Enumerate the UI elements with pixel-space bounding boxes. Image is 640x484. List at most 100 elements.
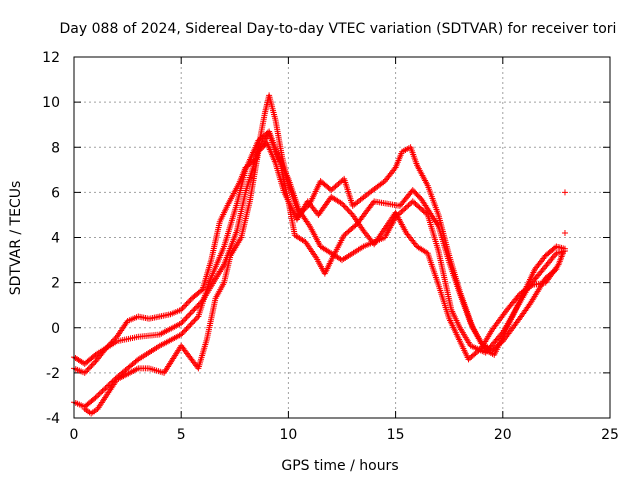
y-axis-label: SDTVAR / TECUs [8,181,24,296]
y-tick-label: 2 [51,276,60,292]
y-tick-label: 6 [51,185,60,201]
data-point-marker [191,317,198,324]
data-point-marker [471,351,478,358]
data-point-marker [336,179,343,186]
data-point-marker [179,318,186,325]
data-point-marker [469,352,476,359]
data-point-marker [178,306,185,313]
y-tick-label: -4 [46,411,60,427]
data-point-marker [187,310,194,317]
data-point-marker [182,316,189,323]
data-point-marker [328,187,335,194]
data-point-marker [183,314,190,321]
data-point-marker [349,224,356,231]
data-point-marker [515,292,522,299]
data-point-marker [190,319,197,326]
data-point-marker [190,307,197,314]
data-point-marker [95,391,102,398]
data-point-marker [192,304,199,311]
data-point-marker [186,298,193,305]
data-point-marker [105,382,112,389]
data-point-marker [466,355,473,362]
data-point-marker [333,182,340,189]
data-point-marker [109,338,116,345]
data-point-marker [92,394,99,401]
series-trace-4 [81,139,566,417]
data-point-marker [111,336,118,343]
data-point-marker [184,299,191,306]
data-point-marker [474,348,481,355]
data-point-marker [561,229,568,236]
x-tick-label: 0 [70,427,79,443]
data-point-marker [108,339,115,346]
data-point-marker [335,180,342,187]
data-point-marker [406,201,413,208]
data-point-marker [83,368,90,375]
data-point-marker [183,301,190,308]
data-point-marker [341,232,348,239]
y-tick-label: 0 [51,321,60,337]
data-point-marker [332,183,339,190]
data-point-marker [186,311,193,318]
data-point-marker [465,356,472,363]
plot-frame [73,56,611,419]
data-point-marker [472,350,479,357]
series-outliers [561,189,568,236]
data-point-marker [96,390,103,397]
data-point-marker [194,314,201,321]
data-point-marker [401,206,408,213]
data-point-marker [99,387,106,394]
data-point-marker [91,360,98,367]
data-point-marker [103,345,110,352]
data-point-marker [561,189,568,196]
data-point-marker [188,320,195,327]
data-point-marker [346,227,353,234]
data-point-marker [183,325,190,332]
data-point-marker [475,347,482,354]
data-point-marker [341,203,348,210]
x-tick-label: 25 [601,427,619,443]
data-point-marker [186,323,193,330]
data-point-marker [93,393,100,400]
data-point-marker [468,353,475,360]
y-tick-label: -2 [46,366,60,382]
data-point-marker [107,340,114,347]
data-point-marker [184,324,191,331]
data-point-marker [402,204,409,211]
x-tick-label: 5 [177,427,186,443]
data-point-marker [89,361,96,368]
data-point-marker [338,178,345,185]
y-tick-label: 4 [51,231,60,247]
data-point-marker [347,209,354,216]
data-point-marker [561,245,568,252]
data-point-marker [101,386,108,393]
data-point-marker [184,313,191,320]
data-point-marker [187,321,194,328]
data-point-marker [84,367,91,374]
x-axis-label: GPS time / hours [281,458,398,474]
data-point-marker [180,317,187,324]
data-point-marker [344,206,351,213]
data-marks [71,92,568,417]
data-point-marker [192,316,199,323]
data-point-marker [133,357,140,364]
data-point-marker [103,383,110,390]
y-tick-label: 12 [42,50,60,66]
data-point-marker [88,362,95,369]
data-point-marker [179,305,186,312]
data-point-marker [98,389,105,396]
data-point-marker [85,365,92,372]
data-point-marker [398,208,405,215]
chart-title: Day 088 of 2024, Sidereal Day-to-day VTE… [60,21,617,37]
series-trace-3 [71,92,568,376]
data-point-marker [178,331,185,338]
data-point-marker [105,342,112,349]
x-tick-label: 15 [387,427,405,443]
y-tick-label: 10 [42,95,60,111]
data-point-marker [404,203,411,210]
data-point-marker [81,369,88,376]
data-point-marker [87,364,94,371]
data-point-marker [559,250,566,257]
